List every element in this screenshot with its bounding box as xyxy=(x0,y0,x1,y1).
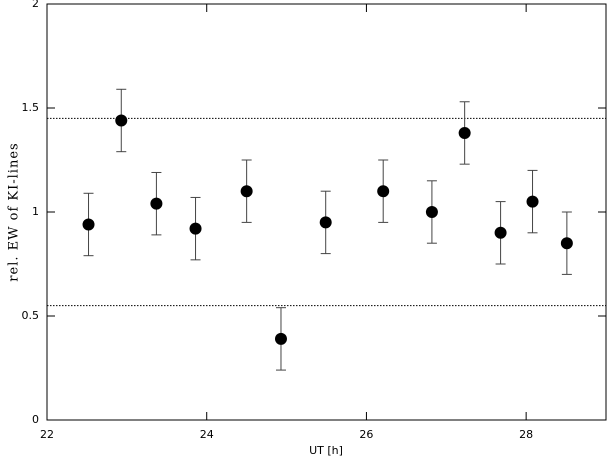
point xyxy=(274,332,287,345)
point xyxy=(82,218,95,231)
point xyxy=(189,222,202,235)
point xyxy=(458,126,471,139)
y-tick-label: 1.5 xyxy=(22,101,40,114)
x-tick-label: 28 xyxy=(519,428,533,441)
point xyxy=(494,226,507,239)
point xyxy=(526,195,539,208)
point xyxy=(560,237,573,250)
plot-frame xyxy=(46,3,607,421)
point xyxy=(425,206,438,218)
point xyxy=(150,197,163,210)
point xyxy=(115,114,128,127)
x-tick-label: 22 xyxy=(40,428,54,441)
x-tick-label: 24 xyxy=(200,428,214,441)
point xyxy=(240,185,253,198)
point xyxy=(377,185,390,198)
x-axis-label: UT [h] xyxy=(309,444,343,457)
point xyxy=(319,216,332,229)
y-tick-label: 0.5 xyxy=(22,309,40,322)
y-tick-label: 2 xyxy=(32,0,39,10)
y-axis-label: rel. EW of KI-lines xyxy=(7,142,22,281)
y-tick-label: 0 xyxy=(32,413,39,426)
y-tick-label: 1 xyxy=(32,205,39,218)
x-tick-label: 26 xyxy=(359,428,373,441)
